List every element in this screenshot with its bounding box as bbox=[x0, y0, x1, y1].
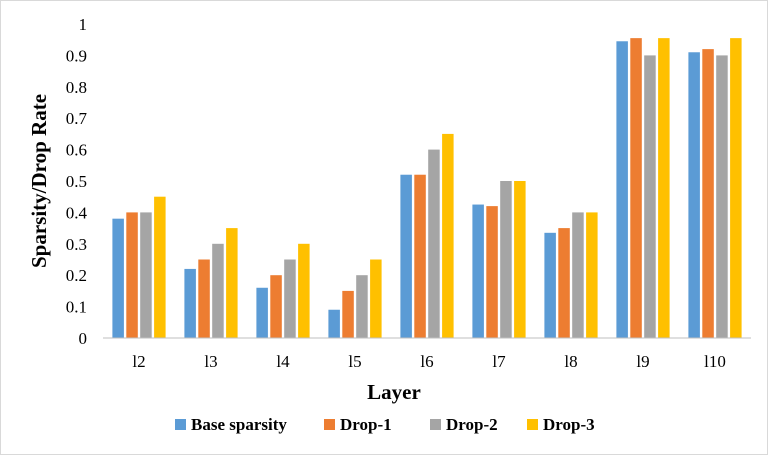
bar-base-sparsity-l4 bbox=[256, 287, 268, 338]
bar-drop-3-l4 bbox=[298, 243, 310, 338]
bar-base-sparsity-l6 bbox=[400, 174, 412, 338]
bar-base-sparsity-l2 bbox=[112, 218, 124, 338]
bar-drop-2-l3 bbox=[212, 243, 224, 338]
legend-swatch bbox=[324, 419, 335, 430]
bar-drop-2-l9 bbox=[644, 55, 656, 339]
bar-drop-3-l8 bbox=[586, 212, 598, 338]
y-axis-title: Sparsity/Drop Rate bbox=[27, 94, 51, 268]
x-category-label: l9 bbox=[636, 352, 649, 371]
bar-drop-1-l5 bbox=[342, 290, 354, 338]
legend-label: Base sparsity bbox=[191, 415, 287, 434]
x-category-label: l4 bbox=[276, 352, 290, 371]
legend-label: Drop-2 bbox=[446, 415, 498, 434]
x-category-label: l2 bbox=[132, 352, 145, 371]
bar-drop-1-l6 bbox=[414, 174, 426, 338]
bar-drop-2-l10 bbox=[716, 55, 728, 339]
bar-base-sparsity-l7 bbox=[472, 204, 484, 338]
bar-drop-2-l2 bbox=[140, 212, 152, 338]
y-tick-label: 0.6 bbox=[66, 141, 87, 160]
y-tick-label: 0.1 bbox=[66, 298, 87, 317]
bar-drop-2-l5 bbox=[356, 275, 368, 338]
bar-drop-1-l7 bbox=[486, 206, 498, 338]
y-tick-label: 0.4 bbox=[66, 203, 88, 222]
bars-layer bbox=[112, 38, 742, 339]
bar-drop-3-l6 bbox=[442, 133, 454, 338]
x-category-label: l8 bbox=[564, 352, 577, 371]
y-axis-ticks: 0 0.1 0.2 0.3 0.4 0.5 0.6 0.7 0.8 0.9 1 bbox=[66, 15, 88, 348]
bar-drop-1-l9 bbox=[630, 38, 642, 338]
bar-drop-3-l3 bbox=[226, 228, 238, 338]
bar-drop-3-l10 bbox=[730, 38, 742, 338]
bar-drop-1-l3 bbox=[198, 259, 210, 338]
legend-swatch bbox=[527, 419, 538, 430]
legend-swatch bbox=[175, 419, 186, 430]
x-category-label: l5 bbox=[348, 352, 361, 371]
y-tick-label: 0.2 bbox=[66, 266, 87, 285]
y-tick-label: 0.9 bbox=[66, 46, 87, 65]
y-tick-label: 0.7 bbox=[66, 109, 88, 128]
x-category-label: l6 bbox=[420, 352, 433, 371]
y-tick-label: 0.8 bbox=[66, 78, 87, 97]
legend-label: Drop-3 bbox=[543, 415, 595, 434]
bar-base-sparsity-l8 bbox=[544, 232, 556, 338]
bar-base-sparsity-l10 bbox=[688, 52, 700, 338]
bar-drop-3-l5 bbox=[370, 259, 382, 338]
bar-drop-1-l10 bbox=[702, 49, 714, 339]
bar-base-sparsity-l3 bbox=[184, 268, 196, 338]
bar-drop-2-l7 bbox=[500, 181, 512, 338]
bar-drop-1-l2 bbox=[126, 212, 138, 338]
y-tick-label: 1 bbox=[79, 15, 88, 34]
x-axis-title: Layer bbox=[367, 380, 421, 404]
bar-drop-3-l2 bbox=[154, 196, 166, 338]
bar-drop-1-l8 bbox=[558, 228, 570, 338]
bar-drop-2-l4 bbox=[284, 259, 296, 338]
bar-base-sparsity-l5 bbox=[328, 309, 340, 338]
x-category-label: l7 bbox=[492, 352, 506, 371]
bar-drop-3-l7 bbox=[514, 181, 526, 338]
x-category-label: l3 bbox=[204, 352, 217, 371]
bar-drop-2-l8 bbox=[572, 212, 584, 338]
y-tick-label: 0.3 bbox=[66, 235, 87, 254]
legend-label: Drop-1 bbox=[340, 415, 392, 434]
legend-swatch bbox=[430, 419, 441, 430]
x-axis-categories: l2 l3 l4 l5 l6 l7 l8 l9 l10 bbox=[132, 352, 725, 371]
legend: Base sparsity Drop-1 Drop-2 Drop-3 bbox=[175, 415, 595, 434]
y-tick-label: 0 bbox=[79, 329, 88, 348]
bar-drop-1-l4 bbox=[270, 275, 282, 338]
x-category-label: l10 bbox=[704, 352, 726, 371]
bar-drop-2-l6 bbox=[428, 149, 440, 338]
y-tick-label: 0.5 bbox=[66, 172, 87, 191]
bar-base-sparsity-l9 bbox=[616, 41, 628, 339]
bar-drop-3-l9 bbox=[658, 38, 670, 338]
